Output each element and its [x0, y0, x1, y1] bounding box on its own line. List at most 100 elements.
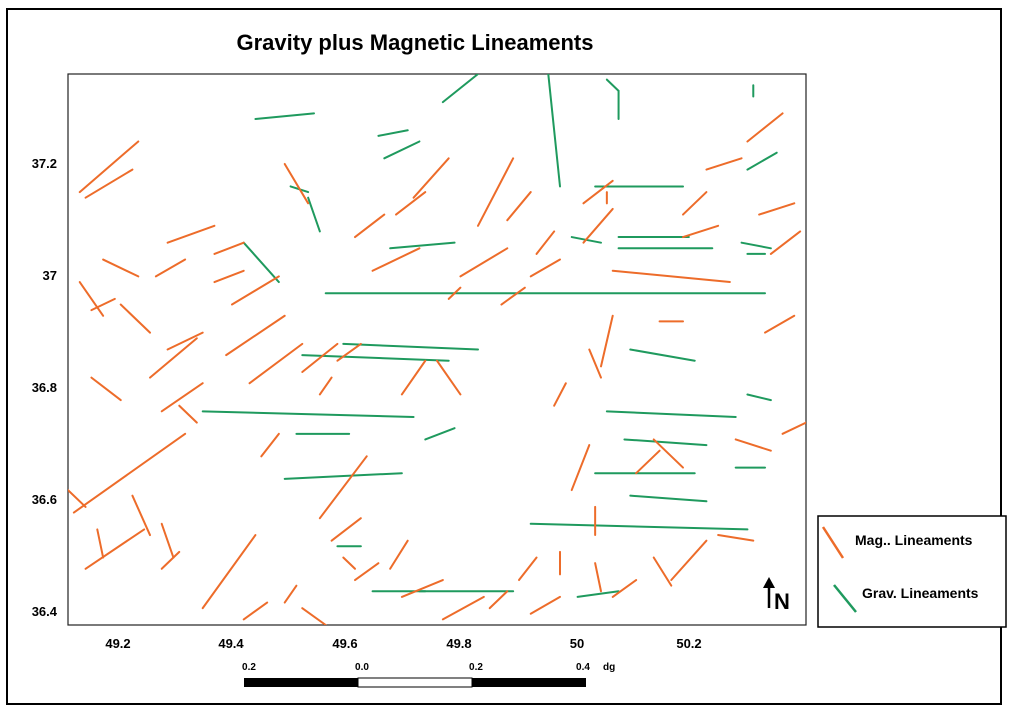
- scale-label: 0.2: [242, 662, 256, 673]
- map-plot-area: [67, 73, 807, 626]
- mag-lineament: [594, 562, 602, 593]
- x-tick-label: 50.2: [676, 636, 701, 651]
- mag-lineament: [600, 314, 614, 368]
- mag-lineament: [96, 528, 105, 559]
- mag-lineament: [160, 382, 204, 413]
- mag-lineament: [652, 556, 673, 587]
- mag-lineament: [68, 489, 87, 508]
- mag-lineament: [682, 191, 708, 216]
- scale-segment-white: [357, 677, 473, 688]
- legend: Mag.. Lineaments Grav. Lineaments: [817, 515, 1007, 628]
- mag-lineament: [506, 191, 532, 222]
- grav-lineament: [254, 112, 315, 120]
- mag-lineament: [160, 522, 175, 559]
- scale-label: 0.0: [355, 662, 369, 673]
- mag-lineament: [149, 337, 198, 379]
- mag-lineament: [582, 207, 614, 244]
- mag-lineament: [131, 494, 151, 537]
- scale-bar: 0.2 0.0 0.2 0.4 dg: [242, 662, 615, 688]
- mag-lineament: [717, 534, 755, 542]
- mag-lineament: [436, 359, 462, 396]
- mag-lineament: [535, 230, 556, 255]
- mag-lineament: [342, 556, 356, 570]
- mag-lineament: [160, 550, 181, 570]
- mag-lineament: [84, 528, 146, 570]
- mag-lineament: [166, 224, 216, 244]
- mag-lineament: [318, 455, 368, 520]
- grav-lineament: [377, 129, 409, 137]
- grav-lineament: [307, 196, 321, 233]
- mag-lineament: [500, 286, 526, 306]
- mag-lineament: [201, 534, 257, 610]
- grav-legend-swatch: [833, 584, 857, 613]
- mag-lineament: [588, 348, 602, 379]
- scale-label: 0.2: [469, 662, 483, 673]
- grav-lineament: [629, 494, 708, 503]
- mag-lineament: [529, 595, 561, 615]
- mag-lineament: [119, 303, 151, 334]
- y-tick-label: 36.4: [32, 604, 58, 619]
- grav-legend-label: Grav. Lineaments: [862, 585, 979, 601]
- mag-lineament: [400, 579, 444, 598]
- scale-segment-black: [244, 678, 358, 687]
- mag-lineament: [231, 275, 280, 306]
- mag-lineament: [213, 269, 245, 284]
- mag-lineament: [758, 202, 796, 216]
- mag-lineament: [441, 595, 485, 621]
- mag-lineament: [330, 517, 362, 542]
- mag-lineament: [260, 432, 280, 458]
- mag-lineament: [213, 241, 245, 255]
- y-tick-label: 36.6: [32, 492, 57, 507]
- mag-lineament: [301, 607, 327, 625]
- mag-lineament: [518, 556, 538, 582]
- mag-lineament: [283, 162, 310, 205]
- mag-lineament: [670, 539, 708, 582]
- mag-lineament: [400, 359, 427, 396]
- north-label: N: [774, 589, 790, 614]
- mag-lineament: [78, 140, 140, 194]
- mag-lineament: [395, 191, 427, 216]
- mag-legend-swatch: [821, 526, 845, 559]
- x-tick-label: 49.4: [218, 636, 244, 651]
- mag-lineament: [746, 112, 784, 143]
- mag-lineament: [248, 342, 304, 385]
- grav-lineament: [547, 74, 561, 188]
- mag-lineament: [90, 297, 116, 312]
- y-tick-label: 37.2: [32, 156, 57, 171]
- x-tick-label: 49.6: [332, 636, 357, 651]
- y-axis: 37.2 37 36.8 36.6 36.4: [32, 156, 58, 619]
- mag-lineament: [412, 157, 450, 199]
- mag-lineament: [72, 432, 187, 514]
- mag-lineament: [611, 269, 731, 284]
- grav-lineament: [201, 410, 415, 418]
- mag-lineament: [354, 213, 386, 239]
- lineaments-layer: [68, 74, 806, 625]
- mag-lineament: [769, 230, 802, 255]
- scale-segment-black: [472, 678, 586, 687]
- mag-lineament: [459, 247, 509, 278]
- mag-lineament: [102, 258, 140, 278]
- mag-lineament: [301, 342, 339, 373]
- mag-lineament: [553, 382, 567, 407]
- mag-lineament: [90, 376, 122, 402]
- mag-lineament: [225, 314, 286, 357]
- map-title: Gravity plus Magnetic Lineaments: [237, 30, 594, 55]
- mag-lineament: [371, 247, 421, 272]
- grav-lineament: [242, 241, 280, 284]
- x-tick-label: 49.8: [446, 636, 471, 651]
- x-axis: 49.2 49.4 49.6 49.8 50 50.2: [105, 636, 701, 651]
- mag-lineament: [354, 562, 380, 582]
- mag-lineament: [570, 444, 591, 492]
- mag-lineament: [178, 404, 198, 424]
- mag-lineament: [635, 449, 661, 475]
- mag-lineament: [84, 168, 134, 199]
- grav-lineament: [576, 590, 620, 598]
- mag-lineament: [447, 286, 462, 300]
- mag-lineament: [318, 376, 333, 396]
- mag-lineament: [764, 314, 796, 334]
- x-tick-label: 49.2: [105, 636, 130, 651]
- legend-box: [817, 515, 1007, 628]
- grav-lineament: [629, 348, 696, 362]
- x-tick-label: 50: [570, 636, 584, 651]
